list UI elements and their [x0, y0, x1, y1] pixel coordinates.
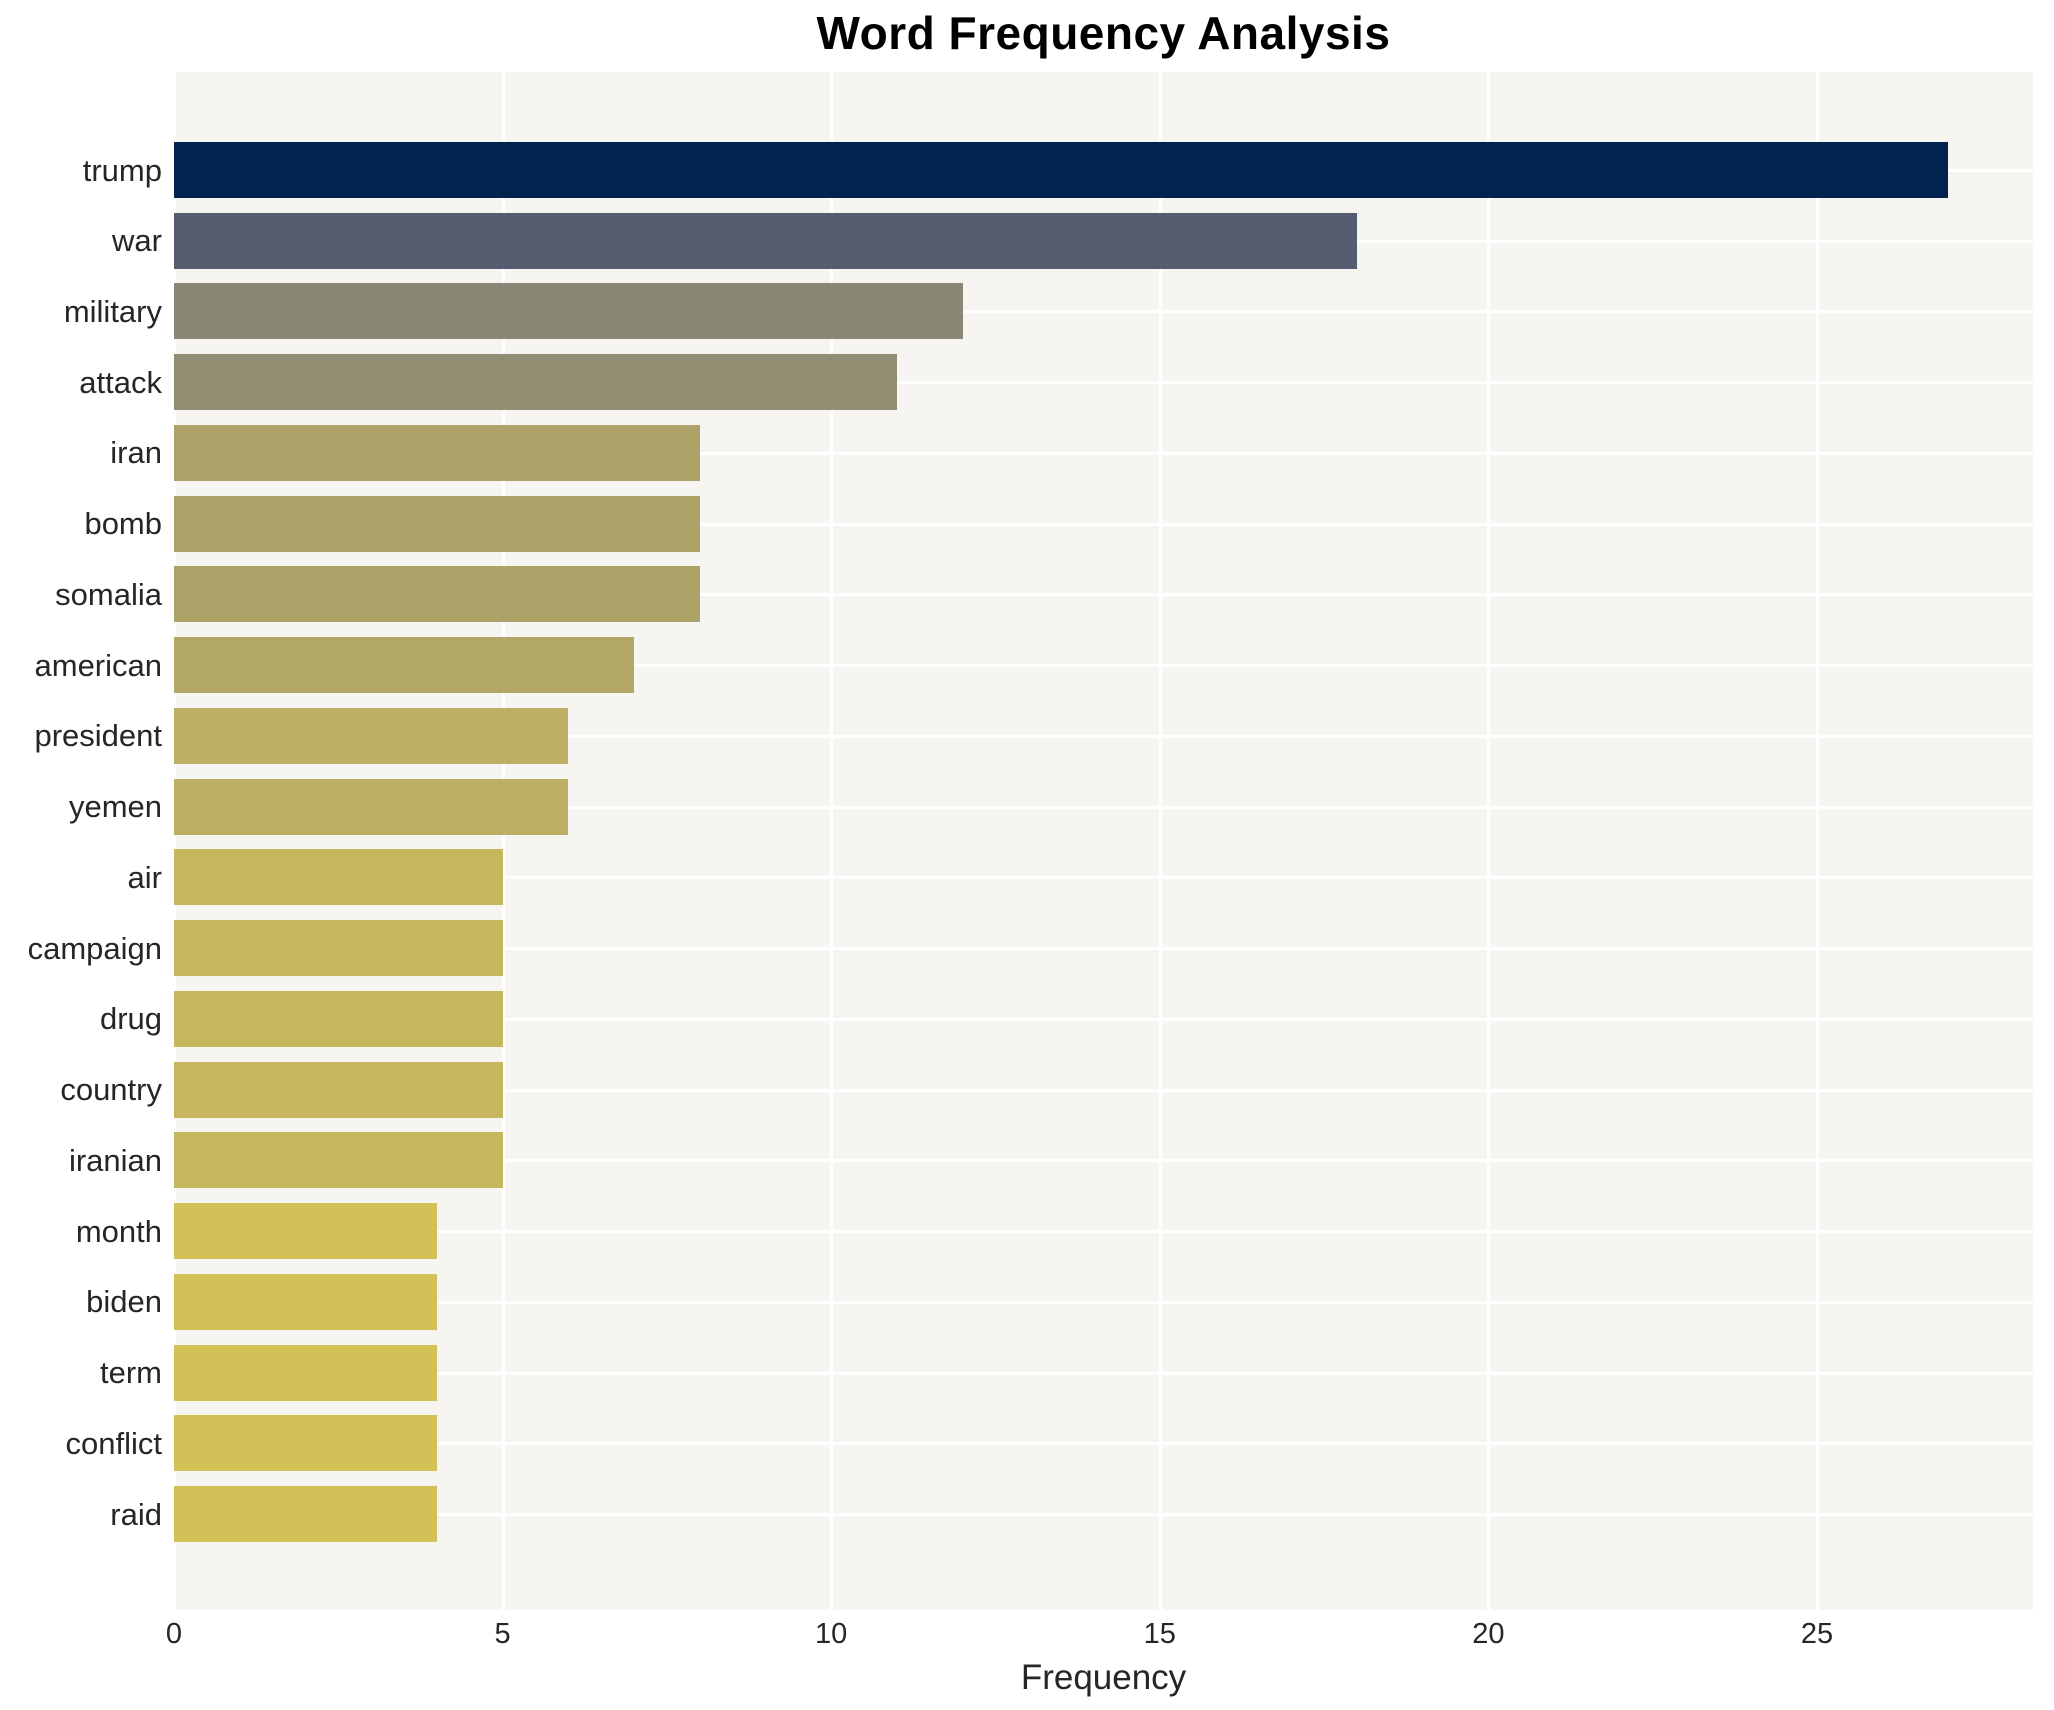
bar-air: [174, 849, 503, 906]
gridline-vertical: [501, 72, 505, 1610]
gridline-horizontal: [174, 1230, 2033, 1234]
bar-war: [174, 212, 1357, 269]
y-label-military: military: [63, 293, 162, 329]
bar-conflict: [174, 1415, 437, 1472]
gridline-horizontal: [174, 1017, 2033, 1021]
x-tick-5: 5: [494, 1618, 511, 1650]
gridline-vertical: [830, 72, 834, 1610]
y-label-trump: trump: [82, 152, 162, 188]
y-label-campaign: campaign: [27, 930, 162, 966]
y-label-president: president: [34, 718, 162, 754]
y-label-raid: raid: [110, 1496, 162, 1532]
x-tick-25: 25: [1800, 1618, 1834, 1650]
gridline-horizontal: [174, 947, 2033, 951]
bar-yemen: [174, 778, 569, 835]
gridline-horizontal: [174, 805, 2033, 809]
bar-military: [174, 283, 963, 340]
y-label-country: country: [60, 1072, 162, 1108]
y-label-bomb: bomb: [84, 506, 162, 542]
bar-attack: [174, 354, 897, 411]
gridline-horizontal: [174, 310, 2033, 314]
x-tick-0: 0: [165, 1618, 183, 1650]
gridline-vertical: [173, 72, 176, 1610]
y-label-yemen: yemen: [68, 789, 162, 825]
bar-raid: [174, 1486, 437, 1543]
gridline-horizontal: [174, 1371, 2033, 1375]
bar-campaign: [174, 920, 503, 977]
y-label-term: term: [100, 1355, 162, 1391]
x-tick-20: 20: [1472, 1618, 1505, 1650]
chart-title: Word Frequency Analysis: [816, 7, 1391, 59]
gridline-horizontal: [174, 1300, 2033, 1304]
y-label-biden: biden: [86, 1284, 162, 1320]
plot-area: [173, 72, 2033, 1610]
gridline-horizontal: [174, 734, 2033, 738]
bar-american: [174, 637, 635, 694]
bar-iranian: [174, 1132, 503, 1189]
gridline-horizontal: [174, 1442, 2033, 1446]
bar-bomb: [174, 495, 700, 552]
y-label-month: month: [75, 1213, 162, 1249]
y-label-drug: drug: [99, 1001, 162, 1037]
gridline-horizontal: [174, 593, 2033, 597]
gridline-horizontal: [174, 451, 2033, 455]
gridline-horizontal: [174, 522, 2033, 526]
bar-month: [174, 1203, 437, 1260]
bar-biden: [174, 1273, 437, 1330]
y-label-conflict: conflict: [65, 1425, 162, 1461]
bar-somalia: [174, 566, 700, 623]
y-label-air: air: [127, 859, 162, 895]
x-tick-15: 15: [1143, 1618, 1176, 1650]
gridline-horizontal: [174, 381, 2033, 385]
x-tick-10: 10: [815, 1618, 848, 1650]
gridline-vertical: [1158, 72, 1162, 1610]
y-label-attack: attack: [79, 364, 162, 400]
gridline-horizontal: [174, 664, 2033, 668]
bar-iran: [174, 424, 700, 481]
bar-term: [174, 1344, 437, 1401]
bar-trump: [174, 142, 1949, 198]
y-label-american: american: [34, 647, 163, 683]
x-axis-title: Frequency: [1020, 1658, 1187, 1697]
bar-drug: [174, 990, 503, 1047]
y-label-somalia: somalia: [55, 576, 162, 612]
gridline-horizontal: [174, 1159, 2033, 1163]
y-label-iranian: iranian: [68, 1142, 162, 1178]
gridline-horizontal: [174, 1513, 2033, 1517]
gridline-vertical: [1816, 72, 1819, 1610]
bar-president: [174, 707, 569, 764]
bar-country: [174, 1061, 503, 1118]
y-label-iran: iran: [110, 435, 162, 471]
gridline-horizontal: [174, 1088, 2033, 1092]
y-label-war: war: [112, 223, 162, 259]
gridline-horizontal: [174, 876, 2033, 880]
gridline-vertical: [1487, 72, 1491, 1610]
